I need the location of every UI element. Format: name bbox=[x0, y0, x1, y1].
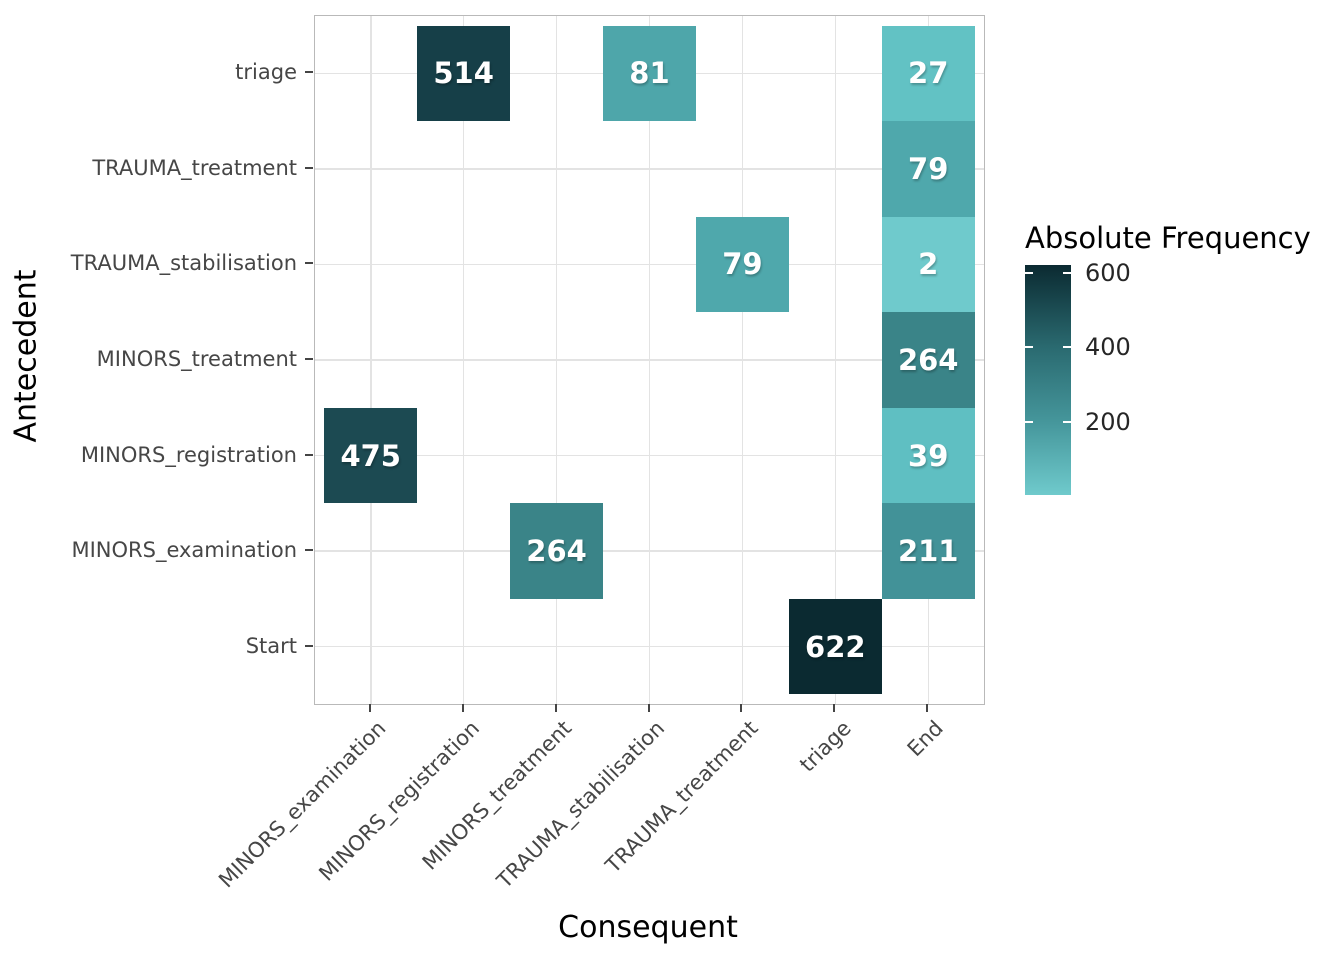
heatmap-cell: 514 bbox=[417, 25, 511, 122]
gridline-horizontal bbox=[315, 359, 984, 361]
x-axis-tick bbox=[647, 704, 650, 712]
y-tick-label: triage bbox=[235, 60, 297, 85]
x-tick-label: TRAUMA_stabilisation bbox=[492, 716, 670, 893]
gridline-horizontal bbox=[315, 550, 984, 552]
legend-tick-right bbox=[1063, 272, 1071, 275]
x-tick-label: End bbox=[903, 716, 949, 762]
cell-value-label: 264 bbox=[897, 342, 959, 377]
plot-panel: 514 81 27 79 79 2 264 475 39 264 211 622 bbox=[314, 15, 985, 705]
heatmap-cell: 79 bbox=[881, 121, 975, 217]
x-axis-tick bbox=[740, 704, 743, 712]
x-axis-tick bbox=[554, 704, 557, 712]
legend-tick-label: 200 bbox=[1085, 407, 1131, 436]
x-tick-label: TRAUMA_treatment bbox=[600, 716, 763, 878]
cell-value-label: 79 bbox=[908, 151, 949, 186]
heatmap-cell: 264 bbox=[510, 503, 604, 599]
heatmap-cell: 27 bbox=[881, 25, 975, 122]
legend-tick-label: 600 bbox=[1085, 259, 1131, 288]
x-tick-label: MINORS_registration bbox=[313, 716, 484, 886]
cell-value-label: 39 bbox=[908, 438, 949, 473]
heatmap-cell: 475 bbox=[324, 407, 418, 504]
y-axis-tick bbox=[305, 549, 313, 552]
y-axis-tick bbox=[305, 453, 313, 456]
heatmap-cell: 39 bbox=[881, 407, 975, 504]
x-axis-tick bbox=[461, 704, 464, 712]
cell-value-label: 2 bbox=[918, 247, 939, 282]
gridline-horizontal bbox=[315, 263, 984, 266]
legend-tick-label: 400 bbox=[1085, 333, 1131, 362]
x-tick-label: MINORS_examination bbox=[214, 716, 391, 893]
legend-gradient-bar bbox=[1025, 265, 1071, 495]
heatmap-cell: 264 bbox=[881, 312, 975, 408]
cell-value-label: 81 bbox=[629, 56, 670, 91]
x-axis-tick bbox=[926, 704, 929, 712]
x-axis-title: Consequent bbox=[558, 910, 738, 945]
heatmap-cell: 2 bbox=[881, 216, 975, 313]
legend-tick-left bbox=[1025, 272, 1033, 275]
heatmap-cell: 79 bbox=[695, 216, 789, 313]
y-tick-label: Start bbox=[245, 633, 297, 658]
y-tick-label: MINORS_examination bbox=[71, 538, 297, 563]
y-axis-tick bbox=[305, 262, 313, 265]
cell-value-label: 475 bbox=[340, 438, 401, 473]
cell-value-label: 622 bbox=[805, 629, 866, 664]
y-axis-tick bbox=[305, 644, 313, 647]
y-tick-label: TRAUMA_stabilisation bbox=[70, 251, 297, 276]
gridline-horizontal bbox=[315, 645, 984, 648]
y-tick-label: MINORS_registration bbox=[80, 442, 297, 467]
x-axis-tick bbox=[368, 704, 371, 712]
gridline-horizontal bbox=[315, 168, 984, 170]
heatmap-cell: 211 bbox=[881, 503, 975, 599]
cell-value-label: 27 bbox=[908, 56, 949, 91]
legend-tick-right bbox=[1063, 420, 1071, 423]
legend-tick-right bbox=[1063, 346, 1071, 349]
cell-value-label: 79 bbox=[722, 247, 763, 282]
cell-value-label: 514 bbox=[433, 56, 494, 91]
gridline-horizontal bbox=[315, 454, 984, 457]
heatmap-cell: 622 bbox=[788, 598, 882, 695]
cell-value-label: 211 bbox=[897, 534, 959, 569]
y-axis-tick bbox=[305, 166, 313, 169]
x-tick-label: triage bbox=[794, 716, 856, 777]
cell-value-label: 264 bbox=[526, 534, 587, 569]
legend-tick-left bbox=[1025, 346, 1033, 349]
heatmap-cell: 81 bbox=[603, 25, 696, 122]
legend-title: Absolute Frequency bbox=[1025, 221, 1311, 255]
y-tick-label: TRAUMA_treatment bbox=[92, 155, 297, 180]
legend-tick-left bbox=[1025, 420, 1033, 423]
y-axis-tick bbox=[305, 71, 313, 74]
y-tick-label: MINORS_treatment bbox=[96, 347, 297, 371]
x-axis-tick bbox=[833, 704, 836, 712]
y-axis-tick bbox=[305, 358, 313, 360]
